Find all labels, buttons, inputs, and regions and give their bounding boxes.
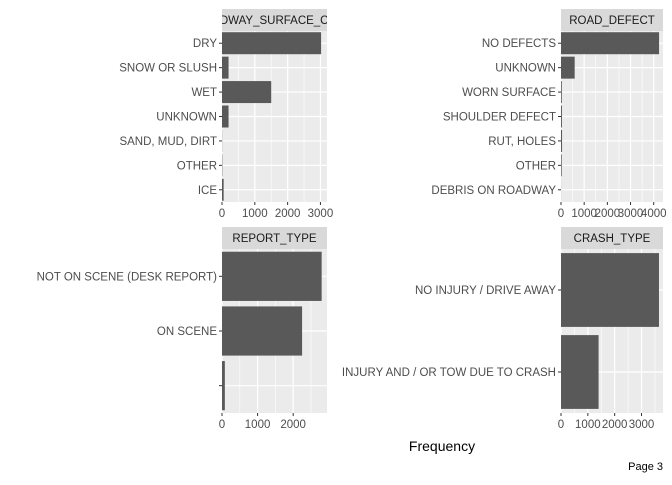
category-label: UNKNOWN [156, 112, 217, 124]
bar-3-2 [222, 306, 302, 355]
category-label: SNOW OR SLUSH [119, 63, 217, 75]
x-tick-label: 2000 [275, 208, 301, 220]
category-label: OTHER [516, 160, 556, 172]
category-label: WET [191, 87, 217, 99]
x-axis-title: Frequency [409, 438, 475, 454]
x-tick-label: 3000 [308, 208, 334, 220]
x-tick-label: 0 [558, 208, 564, 220]
x-tick-label: 0 [219, 419, 225, 431]
facet-strip: ROAD_DEFECT [561, 9, 663, 31]
x-tick-label: 1000 [242, 208, 268, 220]
category-label: NO INJURY / DRIVE AWAY [415, 285, 556, 297]
category-label: NOT ON SCENE (DESK REPORT) [37, 271, 218, 283]
bar-2-5 [561, 130, 562, 152]
bar-2-4 [561, 106, 562, 128]
bar-1-1 [222, 32, 321, 54]
category-label: ICE [198, 185, 218, 197]
bar-4-1 [561, 253, 659, 327]
facet-title: ROADWAY_SURFACE_COND [195, 15, 354, 27]
bar-4-2 [561, 335, 599, 409]
bar-1-7 [222, 179, 224, 201]
x-tick-label: 0 [558, 419, 564, 431]
x-tick-label: 3000 [618, 208, 644, 220]
bar-2-1 [561, 32, 659, 54]
category-label: INJURY AND / OR TOW DUE TO CRASH [342, 367, 556, 379]
x-tick-label: 4000 [641, 208, 667, 220]
x-tick-label: 0 [219, 208, 225, 220]
facet-title: REPORT_TYPE [232, 233, 316, 245]
category-label: RUT, HOLES [488, 136, 556, 148]
category-label: DRY [193, 38, 217, 50]
facet-strip: CRASH_TYPE [561, 227, 663, 249]
panel-3: NOT ON SCENE (DESK REPORT) ON SCENE 0 1000 2… [37, 227, 327, 431]
x-tick-label: 1000 [571, 208, 597, 220]
bar-1-2 [222, 57, 229, 79]
category-label: NO DEFECTS [482, 38, 556, 50]
category-label: SHOULDER DEFECT [443, 112, 556, 124]
facet-strip: REPORT_TYPE [222, 227, 327, 249]
panel-4: NO INJURY / DRIVE AWAY INJURY AND / OR TO… [342, 227, 663, 431]
chart-panels: DRY SNOW OR SLUSH WET UNKNOWN SAND, MUD, DIR… [37, 9, 667, 431]
page-label: Page 3 [628, 461, 663, 473]
bar-2-3 [561, 81, 562, 103]
category-label: OTHER [177, 160, 217, 172]
x-tick-label: 1000 [245, 419, 271, 431]
x-tick-label: 3000 [629, 419, 655, 431]
category-label: UNKNOWN [495, 63, 556, 75]
category-label: WORN SURFACE [462, 87, 556, 99]
category-label: SAND, MUD, DIRT [119, 136, 217, 148]
bar-3-3 [222, 361, 225, 410]
x-tick-label: 2000 [280, 419, 306, 431]
bar-2-6 [561, 154, 562, 176]
x-tick-label: 2000 [595, 208, 621, 220]
facet-strip: ROADWAY_SURFACE_COND [195, 9, 354, 31]
panel-2: NO DEFECTS UNKNOWN WORN SURFACE SHOULDER DE… [431, 9, 666, 220]
category-label: DEBRIS ON ROADWAY [431, 185, 556, 197]
panel-1: DRY SNOW OR SLUSH WET UNKNOWN SAND, MUD, DIR… [119, 9, 354, 220]
x-tick-label: 2000 [602, 419, 628, 431]
bar-3-1 [222, 252, 322, 301]
category-label: ON SCENE [157, 326, 217, 338]
bar-1-3 [222, 81, 271, 103]
bar-1-4 [222, 106, 229, 128]
facet-title: ROAD_DEFECT [569, 15, 655, 27]
bar-2-2 [561, 57, 575, 79]
x-tick-label: 1000 [575, 419, 601, 431]
facet-title: CRASH_TYPE [574, 233, 651, 245]
